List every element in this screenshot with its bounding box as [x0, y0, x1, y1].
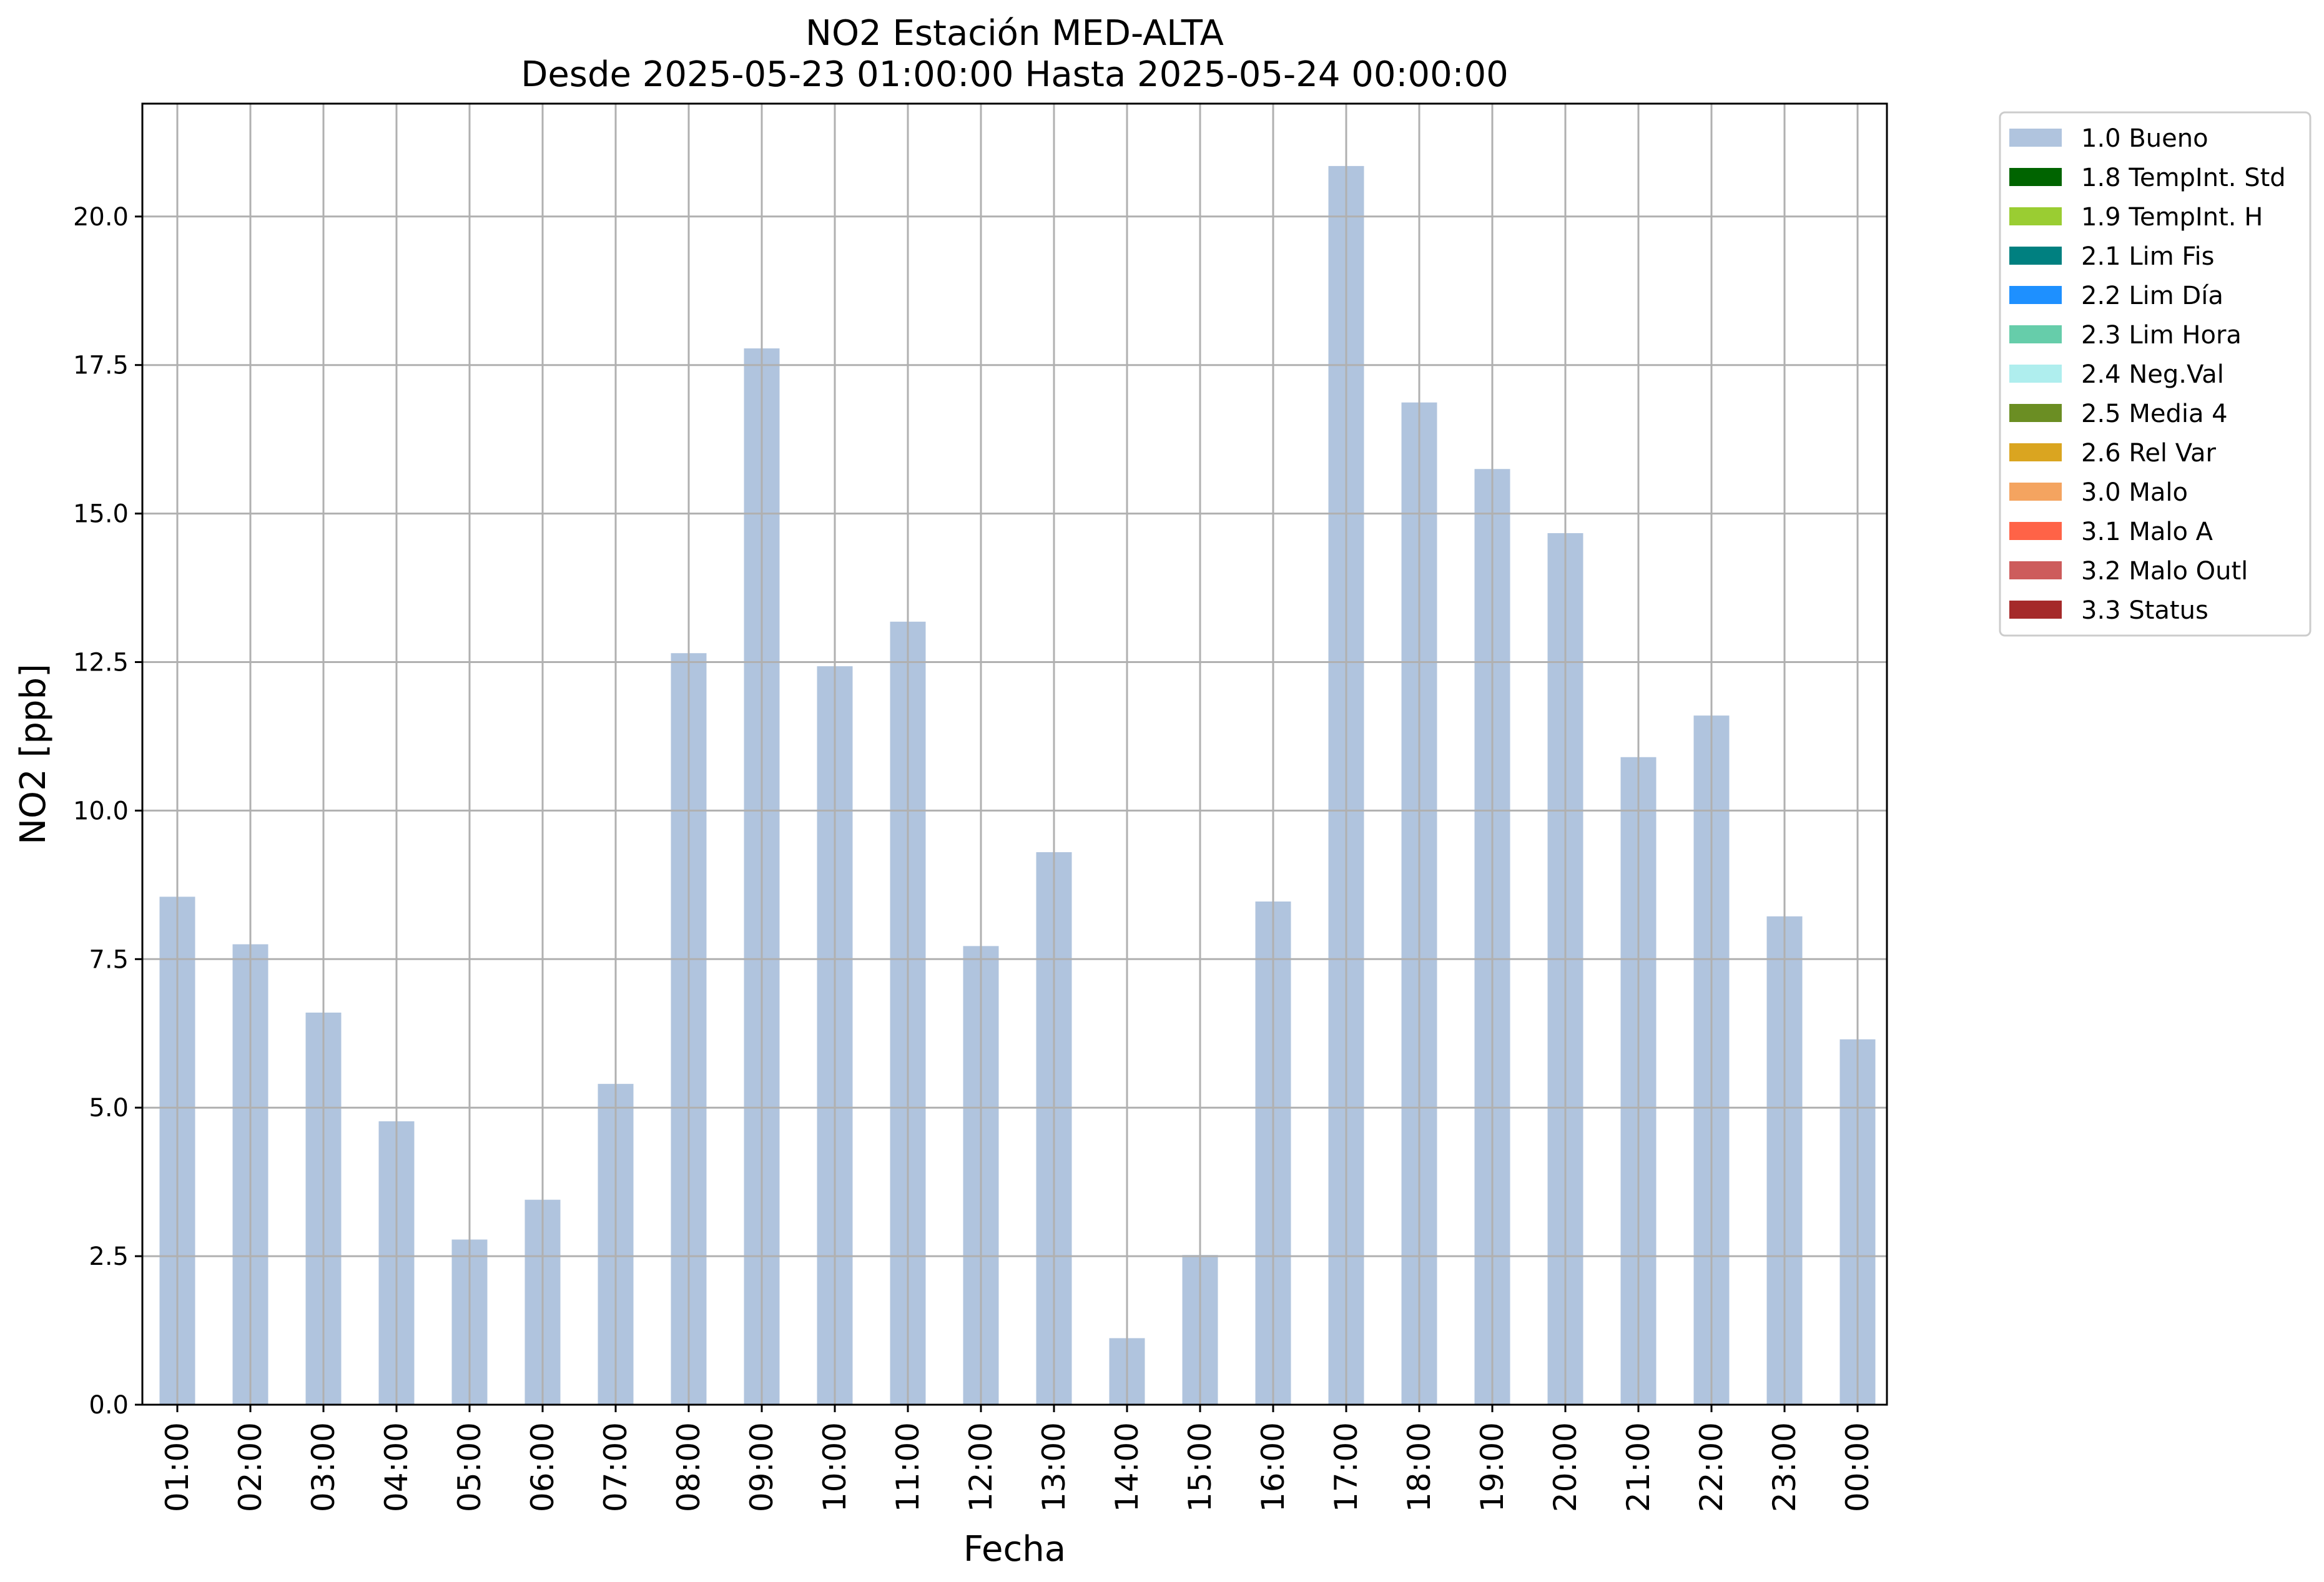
y-tick-label: 12.5	[73, 649, 129, 677]
y-tick-label: 2.5	[89, 1242, 129, 1271]
chart-subtitle: Desde 2025-05-23 01:00:00 Hasta 2025-05-…	[521, 54, 1509, 95]
legend-swatch	[2009, 601, 2062, 619]
y-tick-label: 17.5	[73, 351, 129, 380]
legend-swatch	[2009, 522, 2062, 540]
y-tick-label: 7.5	[89, 945, 129, 974]
legend-swatch	[2009, 286, 2062, 304]
x-tick-label: 15:00	[1182, 1422, 1218, 1512]
x-tick-label: 04:00	[378, 1422, 415, 1512]
legend-swatch	[2009, 247, 2062, 265]
x-tick-label: 19:00	[1474, 1422, 1510, 1512]
x-tick-label: 09:00	[744, 1422, 780, 1512]
x-tick-label: 05:00	[451, 1422, 488, 1512]
x-tick-label: 22:00	[1693, 1422, 1730, 1512]
x-tick-label: 01:00	[159, 1422, 195, 1512]
x-tick-label: 14:00	[1109, 1422, 1145, 1512]
legend-swatch	[2009, 443, 2062, 461]
legend-label: 1.8 TempInt. Std	[2081, 164, 2286, 192]
legend-label: 2.3 Lim Hora	[2081, 321, 2242, 350]
legend-label: 1.9 TempInt. H	[2081, 203, 2263, 232]
plot-frame	[141, 102, 1888, 1406]
legend-swatch	[2009, 365, 2062, 383]
x-tick-label: 18:00	[1401, 1422, 1437, 1512]
legend-swatch	[2009, 168, 2062, 186]
x-axis-label: Fecha	[963, 1529, 1066, 1570]
legend-label: 2.1 Lim Fis	[2081, 242, 2214, 271]
legend-label: 1.0 Bueno	[2081, 124, 2208, 153]
grid-lines	[142, 104, 1887, 1406]
x-tick-label: 10:00	[817, 1422, 853, 1512]
x-tick-label: 08:00	[671, 1422, 707, 1512]
x-tick-label: 02:00	[232, 1422, 268, 1512]
y-ticks: 0.0 2.5 5.0 7.5 10.0 12.5 15.0 17.5 20.0	[73, 203, 142, 1420]
x-tick-label: 00:00	[1839, 1422, 1876, 1512]
x-tick-label: 03:00	[305, 1422, 342, 1512]
legend-label: 2.6 Rel Var	[2081, 439, 2217, 468]
legend-swatch	[2009, 561, 2062, 579]
y-tick-label: 5.0	[89, 1094, 129, 1123]
legend-frame	[1999, 111, 2312, 637]
x-ticks: 01:00 02:00 03:00 04:00 05:00 06:00 07:00 08:00…	[159, 1405, 1876, 1512]
legend-label: 2.2 Lim Día	[2081, 282, 2223, 310]
legend-swatch	[2009, 129, 2062, 147]
x-tick-label: 13:00	[1036, 1422, 1072, 1512]
y-tick-label: 15.0	[73, 500, 129, 529]
bars	[159, 165, 1876, 1405]
x-tick-label: 16:00	[1255, 1422, 1291, 1512]
legend-items: 1.0 Bueno 1.8 TempInt. Std 1.9 TempInt. H 2…	[2009, 124, 2286, 625]
x-tick-label: 11:00	[890, 1422, 926, 1512]
x-tick-label: 12:00	[963, 1422, 999, 1512]
y-tick-label: 10.0	[73, 797, 129, 825]
legend-label: 2.4 Neg.Val	[2081, 360, 2224, 389]
legend-label: 2.5 Media 4	[2081, 400, 2228, 428]
x-tick-label: 20:00	[1547, 1422, 1583, 1512]
x-tick-label: 07:00	[598, 1422, 634, 1512]
legend-label: 3.0 Malo	[2081, 478, 2188, 507]
x-tick-label: 17:00	[1328, 1422, 1364, 1512]
x-tick-label: 06:00	[524, 1422, 561, 1512]
y-axis-label: NO2 [ppb]	[13, 664, 54, 845]
chart-title: NO2 Estación MED-ALTA	[805, 13, 1224, 54]
y-tick-label: 20.0	[73, 203, 129, 232]
legend-swatch	[2009, 325, 2062, 343]
legend-swatch	[2009, 207, 2062, 225]
legend-label: 3.3 Status	[2081, 596, 2208, 625]
y-tick-label: 0.0	[89, 1391, 129, 1420]
legend-label: 3.2 Malo Outl	[2081, 557, 2248, 586]
legend: 1.0 Bueno 1.8 TempInt. Std 1.9 TempInt. H 2…	[1999, 111, 2312, 637]
x-tick-label: 21:00	[1620, 1422, 1657, 1512]
x-tick-label: 23:00	[1766, 1422, 1803, 1512]
legend-swatch	[2009, 404, 2062, 422]
legend-swatch	[2009, 483, 2062, 501]
legend-label: 3.1 Malo A	[2081, 518, 2213, 546]
